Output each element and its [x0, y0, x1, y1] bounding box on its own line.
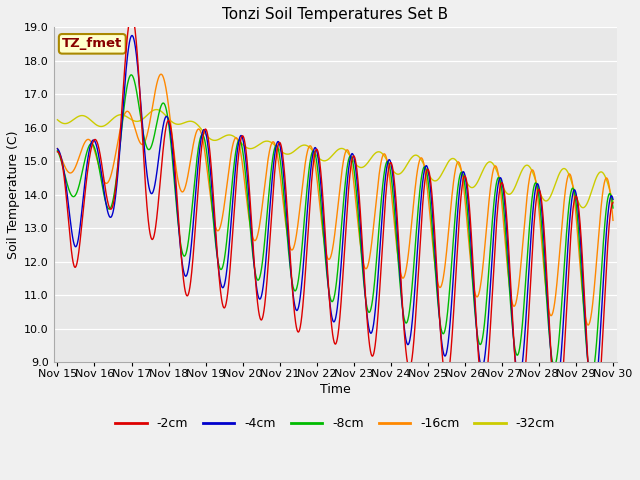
Legend: -2cm, -4cm, -8cm, -16cm, -32cm: -2cm, -4cm, -8cm, -16cm, -32cm	[110, 412, 560, 435]
Title: Tonzi Soil Temperatures Set B: Tonzi Soil Temperatures Set B	[222, 7, 448, 22]
Text: TZ_fmet: TZ_fmet	[62, 37, 122, 50]
X-axis label: Time: Time	[320, 383, 351, 396]
Y-axis label: Soil Temperature (C): Soil Temperature (C)	[7, 131, 20, 259]
